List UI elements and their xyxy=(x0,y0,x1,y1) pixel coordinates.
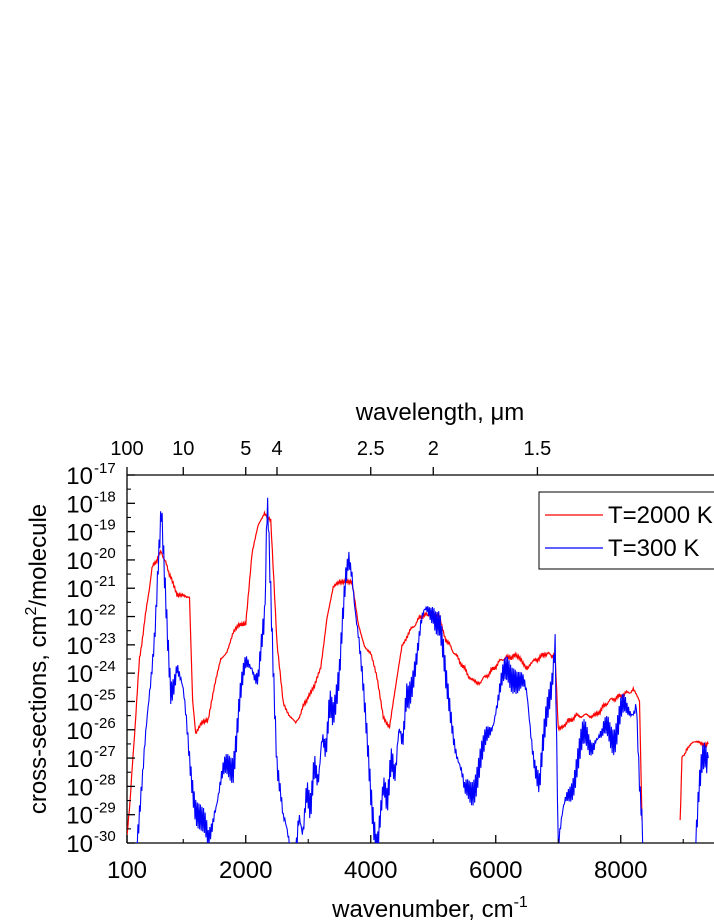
y-tick-exponent: -17 xyxy=(94,460,116,477)
y-tick-exponent: -21 xyxy=(94,573,116,590)
y-tick-label: 10 xyxy=(66,463,93,490)
x-tick-label: 4000 xyxy=(344,857,397,884)
y-tick-exponent: -22 xyxy=(94,602,116,619)
series-layer xyxy=(127,497,709,843)
y-tick-exponent: -26 xyxy=(94,715,116,732)
top-axis-title: wavelength, μm xyxy=(355,399,525,426)
legend-label-300k: T=300 K xyxy=(608,535,699,562)
x-axis-title: wavenumber, cm-1 xyxy=(331,894,528,923)
top-tick-label: 2 xyxy=(428,438,439,460)
y-tick-label: 10 xyxy=(66,520,93,547)
y-tick-label: 10 xyxy=(66,689,93,716)
y-tick-label: 10 xyxy=(66,576,93,603)
top-tick-label: 10 xyxy=(172,438,194,460)
x-tick-label: 6000 xyxy=(469,857,522,884)
legend: T=2000 K T=300 K xyxy=(538,491,714,570)
y-tick-exponent: -24 xyxy=(94,658,116,675)
series-line-3 xyxy=(695,742,709,843)
y-tick-label: 10 xyxy=(66,605,93,632)
y-tick-label: 10 xyxy=(66,746,93,773)
y-tick-exponent: -30 xyxy=(94,828,116,845)
legend-label-2000k: T=2000 K xyxy=(608,502,713,529)
y-axis-title: cross-sections, cm2/molecule xyxy=(23,504,52,814)
y-tick-label: 10 xyxy=(66,548,93,575)
y-tick-exponent: -18 xyxy=(94,488,116,505)
y-tick-label: 10 xyxy=(66,774,93,801)
y-tick-exponent: -19 xyxy=(94,517,116,534)
series-line-2 xyxy=(679,740,709,821)
y-tick-exponent: -29 xyxy=(94,800,116,817)
y-tick-label: 10 xyxy=(66,831,93,858)
x-tick-label: 100 xyxy=(107,857,147,884)
y-tick-exponent: -28 xyxy=(94,771,116,788)
y-tick-label: 10 xyxy=(66,661,93,688)
top-tick-label: 5 xyxy=(240,438,251,460)
legend-box xyxy=(538,491,714,570)
y-tick-label: 10 xyxy=(66,803,93,830)
top-tick-label: 1.5 xyxy=(524,438,552,460)
top-tick-label: 4 xyxy=(271,438,282,460)
x-tick-label: 2000 xyxy=(219,857,272,884)
y-tick-label: 10 xyxy=(66,633,93,660)
y-tick-label: 10 xyxy=(66,491,93,518)
y-tick-label: 10 xyxy=(66,718,93,745)
top-tick-label: 2.5 xyxy=(357,438,385,460)
series-line-1 xyxy=(135,497,644,843)
y-tick-exponent: -20 xyxy=(94,545,116,562)
y-tick-exponent: -25 xyxy=(94,686,116,703)
series-line-0 xyxy=(127,510,643,836)
top-tick-label: 100 xyxy=(110,438,143,460)
y-tick-exponent: -27 xyxy=(94,743,116,760)
x-tick-label: 8000 xyxy=(594,857,647,884)
y-tick-exponent: -23 xyxy=(94,630,116,647)
